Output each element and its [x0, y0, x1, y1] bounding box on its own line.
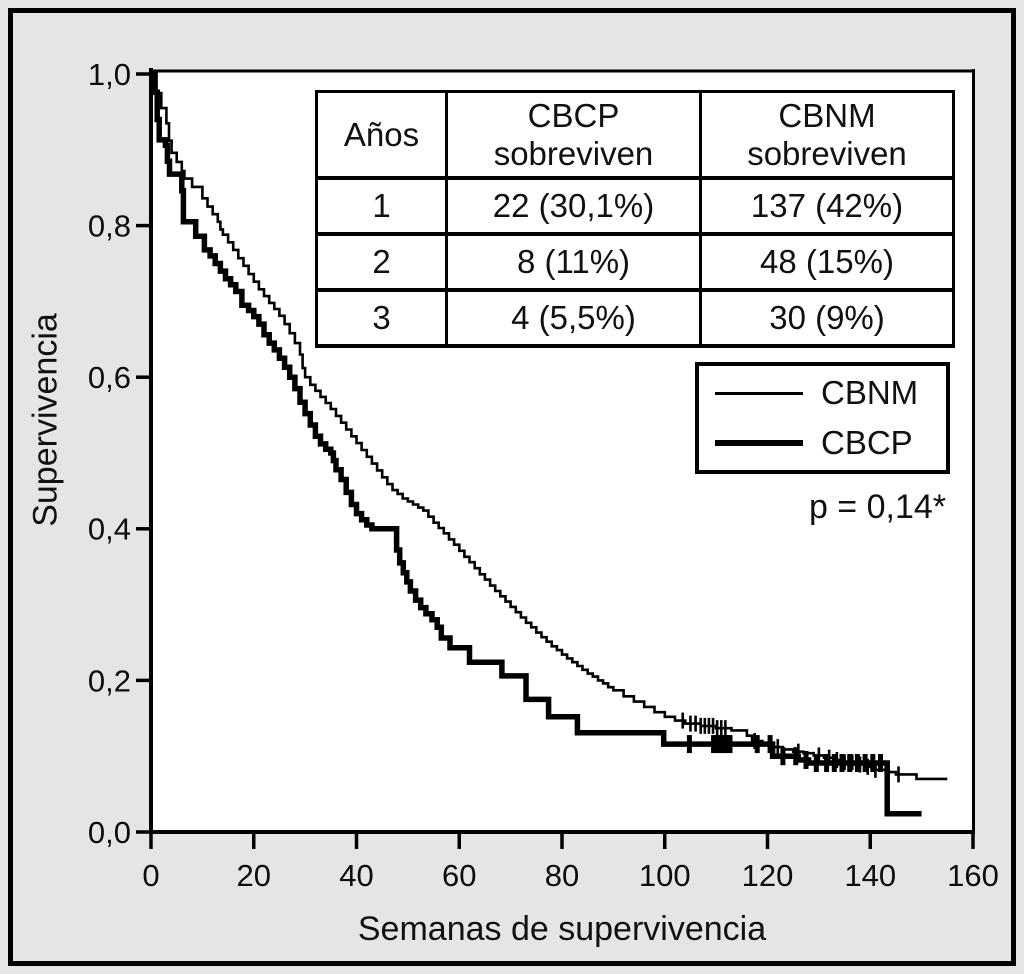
table-cell-cbnm: 30 (9%)	[699, 288, 955, 348]
legend-entry-cbcp: CBCP	[699, 421, 946, 465]
legend-label-cbnm: CBNM	[821, 374, 919, 412]
header-line: CBCP	[527, 96, 620, 134]
table-row: 2 8 (11%) 48 (15%)	[315, 232, 955, 292]
cbnm-line-sample	[715, 391, 803, 395]
x-tick-label: 140	[844, 858, 896, 893]
table-cell-cbcp: 22 (30,1%)	[445, 176, 702, 236]
table-cell-cbcp: 8 (11%)	[445, 232, 702, 292]
table-cell-year: 3	[315, 288, 448, 348]
figure-border	[8, 8, 1016, 966]
y-tick-group: 1,0 0,8 0,6 0,4 0,2 0,0	[88, 57, 151, 850]
x-tick-label: 40	[339, 858, 373, 893]
y-tick-label: 0,0	[88, 815, 131, 850]
table-header-cbcp: CBCP sobreviven	[445, 90, 702, 180]
legend-box: CBNM CBCP	[695, 362, 950, 474]
legend-entry-cbnm: CBNM	[699, 371, 946, 415]
table-cell-year: 2	[315, 232, 448, 292]
cbcp-censor-marks	[686, 735, 884, 773]
header-line: CBNM	[778, 96, 876, 134]
y-tick-label: 0,2	[88, 663, 131, 698]
x-tick-group: 0 20 40 60 80 100 120 140 160	[142, 832, 999, 893]
inset-table-wrapper: Años CBCP sobreviven CBNM sobreviven 1 2…	[315, 90, 955, 348]
y-tick-label: 0,6	[88, 360, 131, 395]
table-header-cbnm: CBNM sobreviven	[699, 90, 955, 180]
table-cell-cbnm: 48 (15%)	[699, 232, 955, 292]
cbcp-line-sample	[715, 439, 803, 446]
table-cell-cbnm: 137 (42%)	[699, 176, 955, 236]
x-tick-label: 80	[545, 858, 579, 893]
y-tick-label: 1,0	[88, 57, 131, 92]
legend-label-cbcp: CBCP	[821, 423, 913, 461]
x-axis-title: Semanas de supervivencia	[357, 910, 767, 948]
header-line: sobreviven	[747, 134, 907, 172]
x-tick-label: 60	[442, 858, 476, 893]
table-cell-cbcp: 4 (5,5%)	[445, 288, 702, 348]
y-tick-label: 0,8	[88, 208, 131, 243]
cbnm-censor-marks	[681, 712, 900, 783]
survival-table: Años CBCP sobreviven CBNM sobreviven 1 2…	[315, 90, 955, 348]
x-tick-label: 160	[947, 858, 999, 893]
x-tick-label: 0	[142, 858, 159, 893]
y-tick-label: 0,4	[88, 512, 131, 547]
table-header-anos: Años	[315, 90, 448, 180]
table-row: 1 22 (30,1%) 137 (42%)	[315, 176, 955, 236]
cbcp-curve	[151, 71, 922, 817]
header-line: Años	[343, 115, 420, 153]
header-line: sobreviven	[493, 134, 654, 172]
table-header-row: Años CBCP sobreviven CBNM sobreviven	[315, 90, 955, 180]
x-tick-label: 20	[237, 858, 271, 893]
p-value-annotation: p = 0,14*	[808, 488, 946, 526]
table-cell-year: 1	[315, 176, 448, 236]
x-tick-label: 120	[742, 858, 794, 893]
y-axis-title: Supervivencia	[26, 313, 65, 527]
table-row: 3 4 (5,5%) 30 (9%)	[315, 288, 955, 348]
x-tick-label: 100	[639, 858, 691, 893]
